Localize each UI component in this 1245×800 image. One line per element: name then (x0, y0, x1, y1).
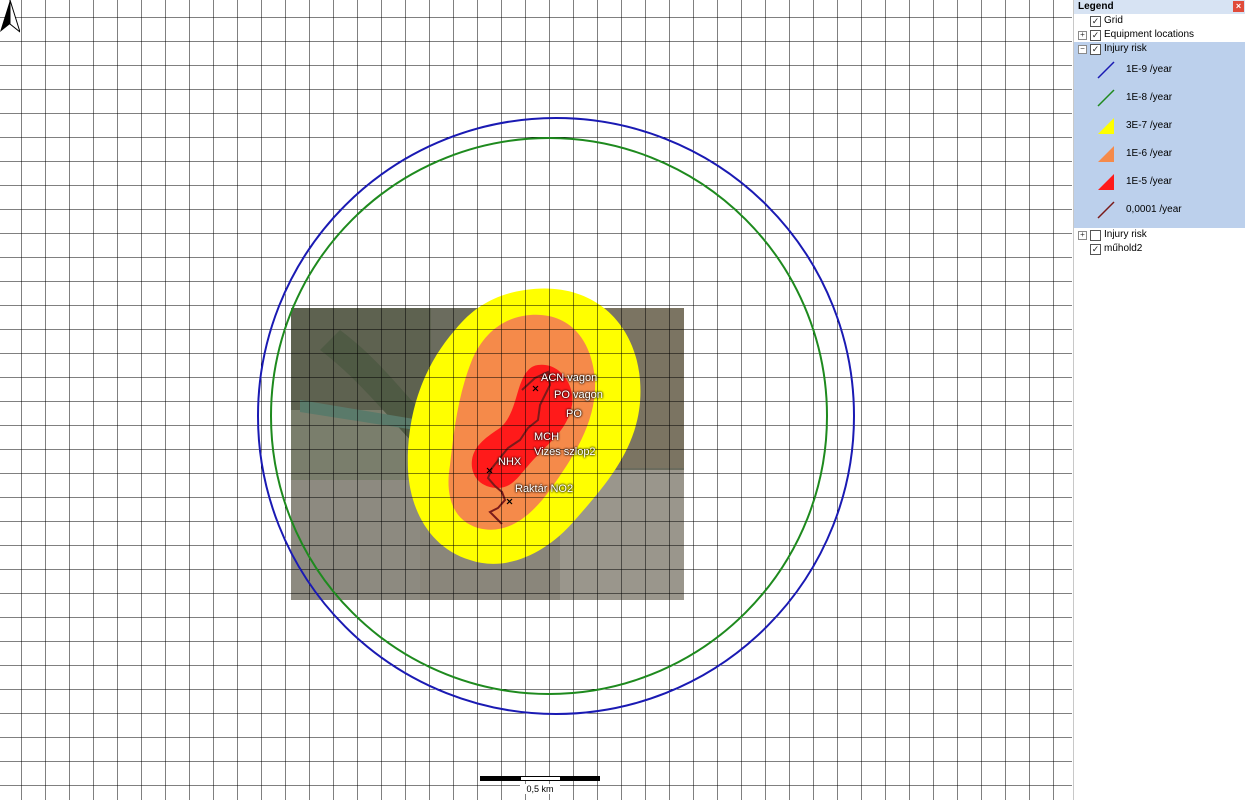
legend-class-1e-8: 1E-8 /year (1074, 84, 1245, 112)
map-svg (0, 0, 1072, 800)
legend-item-satellite[interactable]: ✓ műhold2 (1074, 242, 1245, 256)
legend-class-label: 0,0001 /year (1126, 204, 1182, 215)
label-vizes-szlop2: Vizes szlop2 (534, 446, 596, 458)
ring-1e-9 (257, 117, 855, 715)
fill-symbol-icon (1098, 174, 1114, 190)
line-symbol-icon (1097, 89, 1115, 107)
legend-class-3e-7: 3E-7 /year (1074, 112, 1245, 140)
scale-bar: 0,5 km (480, 776, 600, 798)
legend-class-label: 1E-8 /year (1126, 92, 1173, 103)
legend-item-equipment[interactable]: + ✓ Equipment locations (1074, 28, 1245, 42)
legend-item-label: Injury risk (1104, 43, 1147, 54)
legend-item-injury-risk-2[interactable]: + Injury risk (1074, 228, 1245, 242)
legend-class-label: 3E-7 /year (1126, 120, 1173, 131)
legend-item-label: Grid (1104, 15, 1123, 26)
label-nhx: NHX (498, 456, 522, 468)
legend-item-label: Equipment locations (1104, 29, 1195, 40)
legend-item-label: Injury risk (1104, 229, 1147, 240)
line-symbol-icon (1097, 61, 1115, 79)
line-symbol-icon (1097, 201, 1115, 219)
legend-group-injury-risk: − ✓ Injury risk 1E-9 /year 1E-8 /year 3E… (1074, 42, 1245, 228)
legend-item-label: műhold2 (1104, 243, 1143, 254)
legend-item-grid[interactable]: ✓ Grid (1074, 14, 1245, 28)
legend-title: Legend (1078, 1, 1114, 12)
legend-class-1e-5: 1E-5 /year (1074, 168, 1245, 196)
expand-plus-icon[interactable]: + (1078, 231, 1087, 240)
fill-symbol-icon (1098, 118, 1114, 134)
legend-item-injury-risk[interactable]: − ✓ Injury risk (1074, 42, 1245, 56)
label-acn-vagon: ACN vagon (541, 372, 598, 384)
legend-header: Legend × (1074, 0, 1245, 14)
equipment-marker-raktar[interactable] (506, 498, 513, 505)
legend-class-label: 1E-6 /year (1126, 148, 1173, 159)
legend-class-label: 1E-5 /year (1126, 176, 1173, 187)
label-po-vagon: PO vagon (554, 389, 603, 401)
grid-lines (0, 0, 1072, 800)
legend-class-1e-6: 1E-6 /year (1074, 140, 1245, 168)
checkbox-checked-icon[interactable]: ✓ (1090, 44, 1101, 55)
legend-class-1e-9: 1E-9 /year (1074, 56, 1245, 84)
close-icon[interactable]: × (1233, 1, 1244, 12)
label-raktar-no2: Raktár NO2 (515, 483, 574, 495)
legend-panel: Legend × ✓ Grid + ✓ Equipment locations … (1073, 0, 1245, 800)
checkbox-checked-icon[interactable]: ✓ (1090, 30, 1101, 41)
expand-plus-icon[interactable]: + (1078, 31, 1087, 40)
legend-class-1e-4: 0,0001 /year (1074, 196, 1245, 224)
fill-symbol-icon (1098, 146, 1114, 162)
checkbox-checked-icon[interactable]: ✓ (1090, 244, 1101, 255)
legend-class-label: 1E-9 /year (1126, 64, 1173, 75)
scale-label: 0,5 km (520, 784, 560, 794)
ring-1e-8 (270, 137, 828, 695)
equipment-marker-acn[interactable] (532, 385, 539, 392)
map-canvas[interactable]: ACN vagon PO vagon PO MCH Vizes szlop2 N… (0, 0, 1072, 800)
collapse-minus-icon[interactable]: − (1078, 45, 1087, 54)
equipment-marker-nhx[interactable] (486, 467, 493, 474)
label-mch: MCH (534, 431, 560, 443)
label-po: PO (566, 408, 582, 420)
checkbox-unchecked-icon[interactable] (1090, 230, 1101, 241)
checkbox-checked-icon[interactable]: ✓ (1090, 16, 1101, 27)
north-arrow-icon (0, 0, 20, 33)
